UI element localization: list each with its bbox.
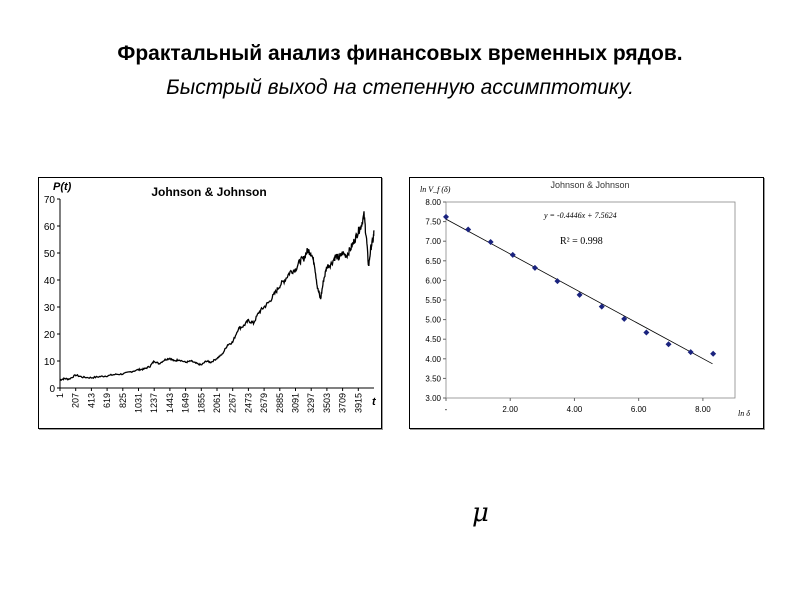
price-chart-svg: Johnson & Johnson P(t) t 0 10 20 30 40 50 60 70 1 20… xyxy=(44,181,377,413)
data-point xyxy=(443,213,449,220)
y-axis-label: ln V_f (δ) xyxy=(420,185,451,194)
data-point xyxy=(465,226,472,233)
y-tick-label: 20 xyxy=(44,330,56,341)
x-tick-label: 3503 xyxy=(322,393,332,413)
y-tick-label: 7.00 xyxy=(425,237,441,246)
x-tick-label: 1237 xyxy=(149,393,159,413)
fractal-chart-svg: Johnson & Johnson ln V_f (δ) ln δ 3.00 3.50 4… xyxy=(420,180,750,418)
y-tick-label: 70 xyxy=(44,195,56,206)
x-tick-label: 2267 xyxy=(228,393,238,413)
x-tick-label: 413 xyxy=(86,393,96,408)
x-tick-label: 1443 xyxy=(165,393,175,413)
chart-title: Johnson & Johnson xyxy=(550,180,629,190)
y-tick-label: 40 xyxy=(44,276,56,287)
x-tick-label: 2473 xyxy=(243,393,253,413)
y-tick-label: 4.00 xyxy=(425,355,441,364)
data-point xyxy=(598,303,605,310)
data-point xyxy=(576,291,583,298)
data-point xyxy=(643,329,650,336)
y-tick-label: 3.00 xyxy=(425,394,441,403)
x-tick-label: 8.00 xyxy=(695,405,711,414)
y-tick-label: 30 xyxy=(44,303,56,314)
data-point xyxy=(621,315,628,322)
y-tick-label: 10 xyxy=(44,357,56,368)
data-point xyxy=(687,349,694,356)
y-tick-label: 5.50 xyxy=(425,296,441,305)
data-point xyxy=(665,341,672,348)
x-axis-label: ln δ xyxy=(738,409,750,418)
price-series-line xyxy=(59,211,375,382)
x-tick-label: 2061 xyxy=(212,393,222,413)
x-tick-label: 2885 xyxy=(275,393,285,413)
x-tick-label: 3091 xyxy=(291,393,301,413)
y-tick-label: 4.50 xyxy=(425,335,441,344)
slide-title: Фрактальный анализ финансовых временных … xyxy=(117,42,683,65)
y-tick-label: 7.50 xyxy=(425,218,441,227)
data-point xyxy=(487,238,494,245)
data-point xyxy=(710,350,717,357)
slide-subtitle: Быстрый выход на степенную ассимптотику. xyxy=(166,76,634,99)
x-tick-label: 3709 xyxy=(338,393,348,413)
data-point xyxy=(554,278,561,285)
price-chart: Johnson & Johnson P(t) t 0 10 20 30 40 50 60 70 1 20… xyxy=(38,177,382,429)
y-axis-label: P(t) xyxy=(53,181,72,193)
y-tick-label: 0 xyxy=(49,384,55,395)
data-point xyxy=(531,264,538,271)
x-tick-label: 3297 xyxy=(306,393,316,413)
mu-symbol: μ xyxy=(472,498,489,528)
r-squared-label: R² = 0.998 xyxy=(560,236,603,247)
data-point xyxy=(509,251,516,258)
x-tick-label: 1 xyxy=(55,393,65,398)
y-tick-label: 3.50 xyxy=(425,374,441,383)
y-tick-label: 6.50 xyxy=(425,257,441,266)
x-tick-label: 3915 xyxy=(353,393,363,413)
x-axis-label: t xyxy=(372,396,377,408)
plot-area xyxy=(445,201,736,399)
fractal-chart: Johnson & Johnson ln V_f (δ) ln δ 3.00 3.50 4… xyxy=(409,177,764,429)
x-tick-label: 2.00 xyxy=(502,405,518,414)
x-tick-label: 1031 xyxy=(134,393,144,413)
x-tick-label: 6.00 xyxy=(631,405,647,414)
trendline-equation: y = -0.4446x + 7.5624 xyxy=(543,211,617,220)
x-tick-label: 207 xyxy=(71,393,81,408)
x-tick-label: 825 xyxy=(118,393,128,408)
x-tick-label: 2679 xyxy=(259,393,269,413)
y-tick-label: 5.00 xyxy=(425,316,441,325)
x-tick-label: 1649 xyxy=(181,393,191,413)
x-tick-label: - xyxy=(445,405,448,414)
y-tick-label: 6.00 xyxy=(425,276,441,285)
x-tick-label: 619 xyxy=(102,393,112,408)
y-tick-label: 60 xyxy=(44,222,56,233)
y-tick-label: 8.00 xyxy=(425,198,441,207)
chart-title: Johnson & Johnson xyxy=(151,185,266,199)
y-tick-label: 50 xyxy=(44,249,56,260)
x-tick-label: 1855 xyxy=(196,393,206,413)
x-tick-label: 4.00 xyxy=(567,405,583,414)
